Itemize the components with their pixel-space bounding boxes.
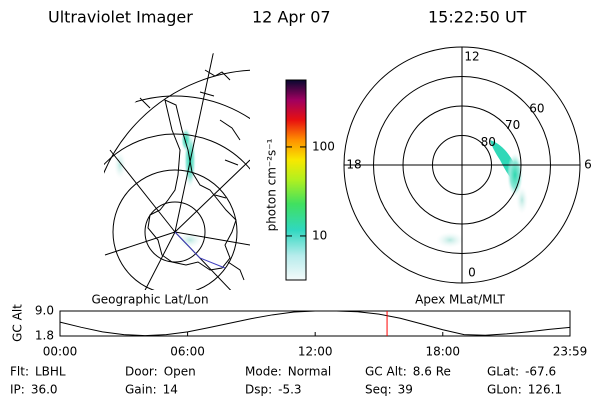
date: 12 Apr 07 [252,8,331,27]
x-tick-label: 06:00 [170,345,205,359]
y-tick-label: 1.8 [35,329,54,343]
lat-label: 60 [529,101,544,115]
field-label: Dsp: [245,383,272,397]
instrument: Ultraviolet Imager [48,8,193,27]
field-value: 8.6 Re [413,365,451,379]
y-tick-label: 9.0 [35,304,54,318]
x-tick-label: 00:00 [43,345,78,359]
lat-label: 80 [481,135,496,149]
x-tick-label: 18:00 [425,345,460,359]
mlt-label: 18 [346,158,361,172]
field-label: Seq: [365,383,392,397]
mlt-label: 6 [584,158,592,172]
field-label: IP: [10,383,25,397]
field-label: GLon: [487,383,522,397]
field-label: GC Alt: [365,365,407,379]
field-label: GLat: [487,365,519,379]
time: 15:22:50 UT [428,8,527,27]
x-tick-label: 23:59 [553,345,588,359]
map-title: Geographic Lat/Lon [91,293,208,307]
field-value: Normal [288,365,331,379]
field-value: 39 [398,383,413,397]
geographic-map [104,48,250,290]
field-label: Flt: [10,365,29,379]
field-value: -5.3 [278,383,301,397]
field-value: -67.6 [525,365,556,379]
field-value: Open [164,365,196,379]
field-label: Gain: [125,383,157,397]
altitude-label: GC Alt [11,304,25,342]
field-label: Door: [125,365,158,379]
colorbar: 10 100 [285,79,335,281]
altitude-plot: 1.8 9.0 00:00 06:00 12:00 18:00 23:59 [35,304,587,359]
field-label: Mode: [245,365,282,379]
lat-label: 70 [505,118,520,132]
colorbar-label: photon cm⁻²s⁻¹ [265,138,279,231]
footer: Flt: LBHL Door: Open Mode: Normal GC Alt: 8.6 R… [10,365,562,397]
altitude-curve [59,310,571,337]
colorbar-tick-label: 10 [312,228,327,242]
colorbar-tick-label: 100 [312,139,335,153]
field-value: LBHL [35,365,66,379]
mlt-label: 12 [464,50,479,64]
field-value: 36.0 [31,383,58,397]
x-tick-label: 12:00 [298,345,333,359]
field-value: 126.1 [528,383,562,397]
field-value: 14 [163,383,178,397]
colorbar-scale [285,79,307,281]
polar-title: Apex MLat/MLT [415,293,505,307]
mlt-label: 0 [468,266,476,280]
